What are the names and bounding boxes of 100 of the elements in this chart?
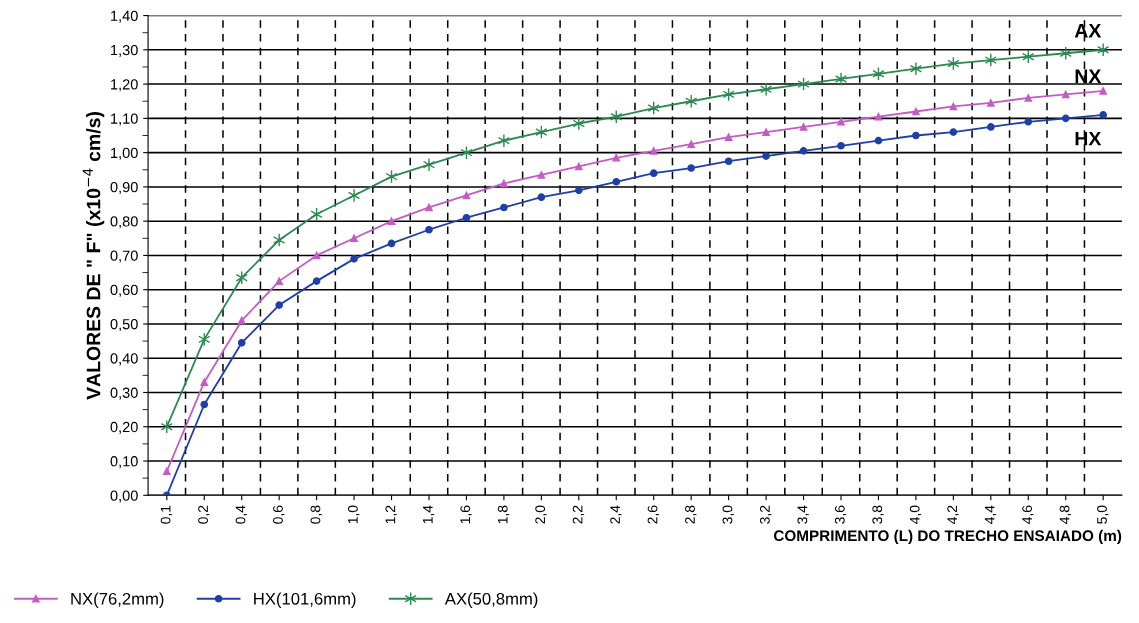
x-tick-label: 5,0 (1097, 505, 1109, 524)
x-tick-label: 4,2 (947, 505, 959, 524)
point (387, 239, 396, 248)
x-tick-label: 1,0 (347, 505, 360, 524)
point (572, 116, 585, 131)
x-tick-label: 2,2 (572, 505, 585, 524)
point (1024, 93, 1033, 102)
y-tick-label: 0,70 (110, 250, 138, 263)
point (649, 147, 658, 155)
x-tick-label: 0,8 (310, 505, 322, 524)
y-tick-label: 0,90 (110, 182, 138, 195)
y-tick-label: 0,50 (110, 319, 138, 332)
x-tick-label: 2,6 (647, 505, 660, 524)
point (687, 140, 695, 148)
x-tick-label: 4,0 (909, 505, 922, 524)
point (987, 99, 995, 107)
x-tick-label: 0,4 (235, 505, 248, 524)
point (949, 128, 958, 136)
point (350, 255, 358, 263)
point (500, 179, 508, 188)
x-tick-label: 2,4 (610, 505, 622, 524)
annotation: HX (1075, 131, 1102, 146)
point (275, 301, 283, 309)
point (912, 107, 920, 116)
x-tick-label: 1,8 (497, 505, 510, 524)
point (237, 316, 246, 325)
y-tick-label: 0,20 (110, 421, 138, 434)
point (685, 94, 698, 109)
point (1024, 117, 1033, 126)
x-tick-label: 1,2 (385, 505, 397, 524)
point (834, 72, 848, 86)
point (1099, 87, 1108, 95)
point (837, 117, 845, 126)
point (837, 141, 845, 150)
point (759, 82, 773, 97)
point (462, 213, 471, 222)
x-axis-title: COMPRIMENTO (L) DO TRECHO ENSAIADO (m) (773, 529, 1122, 545)
point (422, 157, 436, 172)
y-tick-label: 1,00 (111, 147, 138, 160)
point (537, 193, 546, 201)
point (200, 400, 209, 409)
point (874, 112, 883, 121)
y-tick-label: 1,30 (111, 44, 138, 57)
x-tick-label: 3,6 (834, 505, 847, 524)
point (312, 277, 321, 285)
point (687, 164, 695, 172)
x-tick-label: 2,0 (535, 505, 547, 524)
point (874, 136, 883, 145)
point (762, 152, 770, 160)
y-tick-label: 0,80 (110, 216, 138, 229)
y-tick-label: 1,40 (111, 10, 138, 23)
point (612, 153, 621, 162)
point (497, 133, 511, 148)
point (273, 233, 286, 247)
x-tick-label: 0,2 (198, 505, 210, 524)
point (537, 171, 546, 179)
annotation: AX (1074, 24, 1102, 38)
y-tick-label: 0,30 (110, 387, 138, 400)
x-tick-label: 3,8 (872, 505, 884, 524)
point (799, 123, 808, 131)
point (984, 53, 997, 68)
x-tick-label: 1,4 (423, 505, 435, 524)
legend-label: HX(101,6mm) (254, 592, 356, 608)
point (162, 467, 171, 476)
point (1097, 42, 1110, 57)
point (724, 157, 733, 166)
point (275, 277, 283, 285)
point (500, 203, 508, 212)
y-tick-label: 1,10 (111, 113, 138, 126)
point (612, 177, 621, 186)
x-tick-label: 2,8 (685, 505, 697, 524)
point (200, 378, 209, 387)
x-tick-label: 0,1 (160, 505, 173, 524)
annotation: NX (1075, 69, 1102, 83)
point (1099, 111, 1108, 119)
point (350, 234, 358, 243)
x-tick-label: 3,2 (759, 505, 772, 524)
x-tick-label: 3,0 (722, 505, 734, 524)
x-tick-label: 3,4 (797, 505, 809, 524)
legend-label: NX(76,2mm) (71, 592, 164, 608)
point (1061, 114, 1070, 123)
y-tick-label: 0,10 (110, 456, 138, 469)
point (799, 147, 808, 155)
point (949, 102, 958, 111)
point (649, 169, 658, 178)
point (987, 123, 995, 131)
point (425, 225, 433, 234)
x-tick-label: 1,6 (460, 505, 472, 524)
y-tick-label: 1,20 (111, 79, 138, 92)
point (574, 162, 583, 171)
point (909, 61, 923, 76)
y-tick-label: 0,40 (110, 353, 138, 366)
point (312, 251, 321, 260)
x-tick-label: 4,4 (984, 505, 997, 524)
point (237, 338, 246, 347)
y-tick-label: 0,00 (110, 490, 138, 503)
y-axis-title: VALORES DE " F" (x10$^{−4}$ cm/s) (82, 112, 105, 400)
point (1061, 90, 1070, 99)
point (425, 203, 433, 212)
x-tick-label: 0,6 (273, 505, 285, 524)
